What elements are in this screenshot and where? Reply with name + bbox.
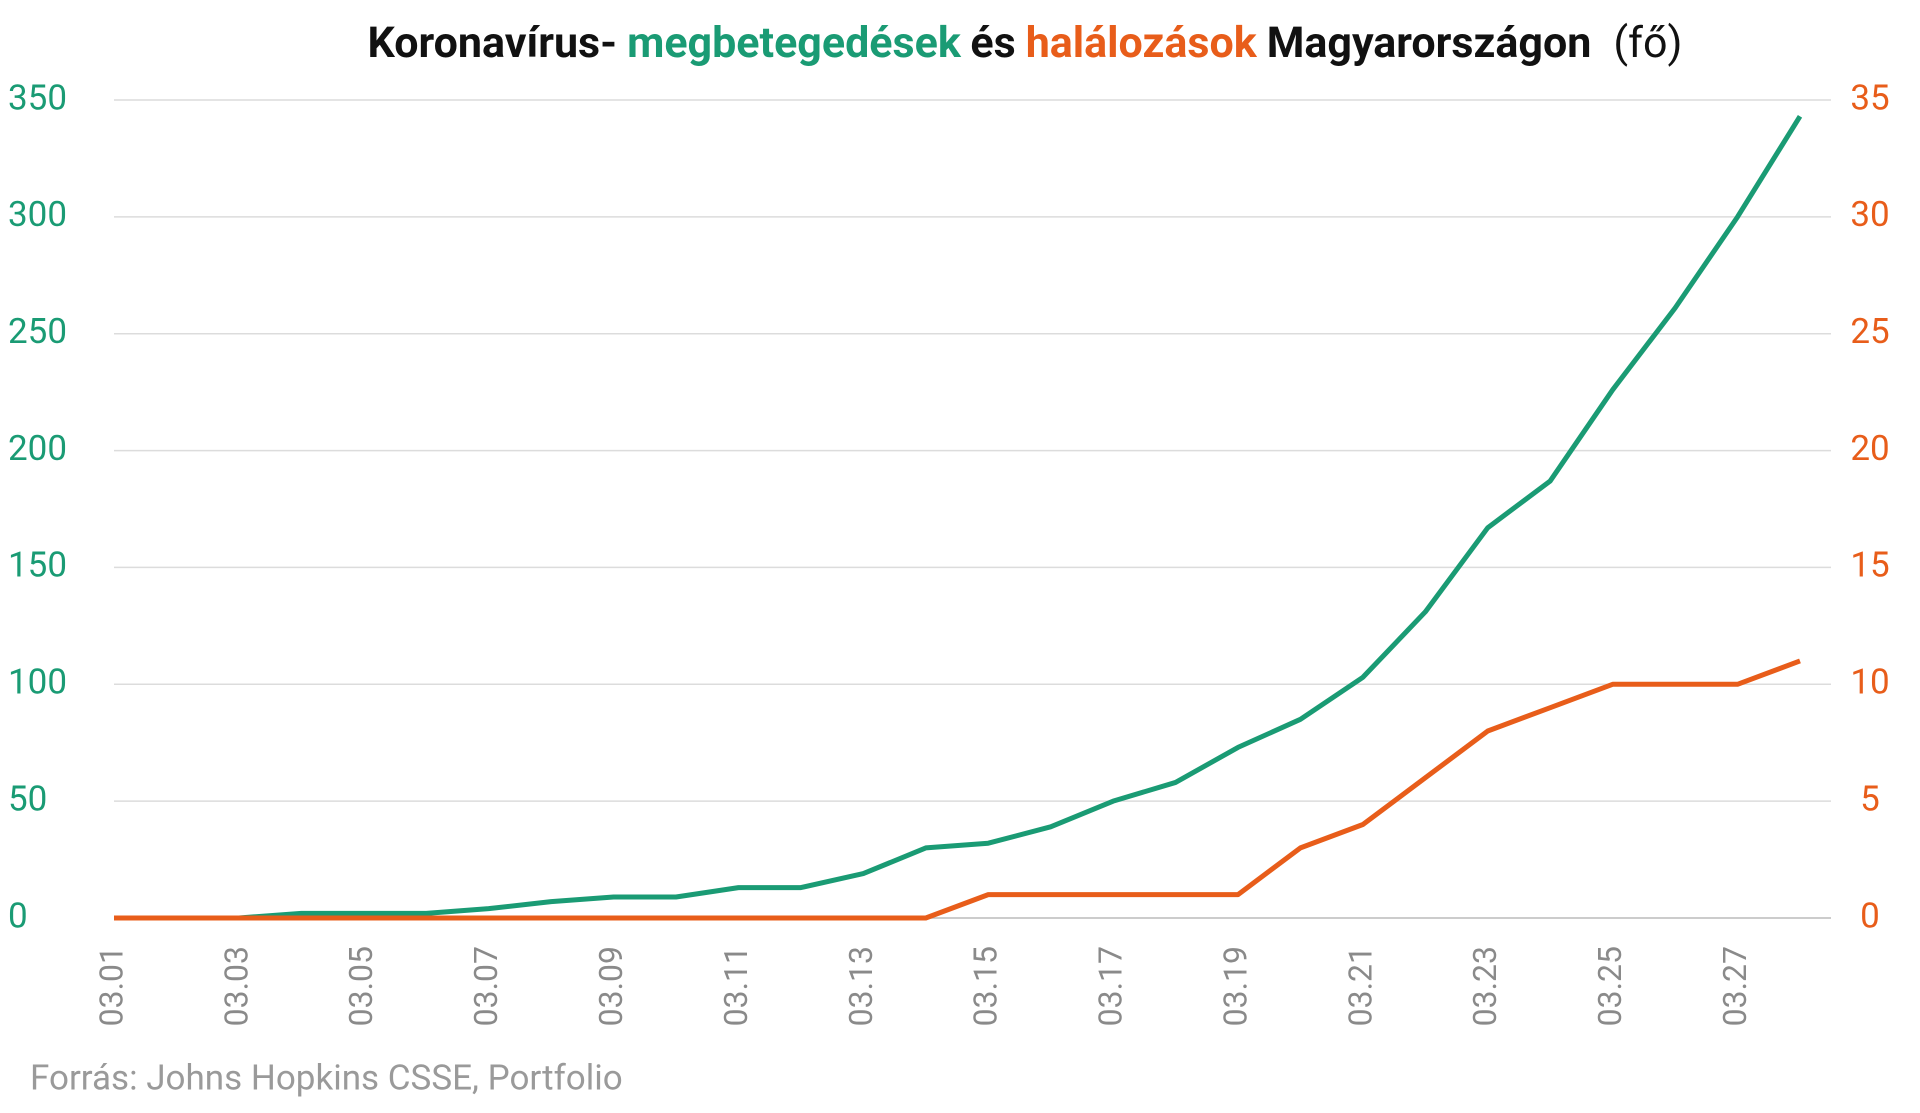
y-tick-label: 100 [8, 662, 67, 703]
x-tick-label: 03.05 [342, 946, 380, 1026]
y-tick-label: 50 [8, 778, 47, 819]
y2-tick-label: 20 [1850, 428, 1889, 469]
y2-tick-label: 0 [1860, 895, 1880, 936]
y-tick-label: 250 [8, 311, 67, 352]
y-tick-label: 0 [8, 895, 28, 936]
line [114, 115, 1803, 921]
x-tick-label: 03.15 [967, 946, 1005, 1026]
y2-tick-label: 25 [1850, 311, 1889, 352]
title-part: megbetegedések [627, 18, 962, 68]
title-part: Koronavírus- [367, 18, 617, 68]
x-tick-label: 03.13 [842, 946, 880, 1026]
x-tick-label: 03.11 [717, 946, 755, 1026]
x-tick-label: 03.25 [1591, 946, 1629, 1026]
x-tick-label: 03.07 [467, 946, 505, 1026]
source: Forrás: Johns Hopkins CSSE, Portfolio [30, 1057, 623, 1098]
y-tick-label: 300 [8, 194, 67, 235]
y2-tick-label: 10 [1850, 662, 1889, 703]
x-tick-label: 03.17 [1092, 946, 1130, 1026]
y2-tick-label: 35 [1850, 77, 1889, 118]
x-tick-label: 03.01 [92, 946, 130, 1026]
y-tick-label: 150 [8, 545, 67, 586]
x-tick-label: 03.23 [1466, 946, 1504, 1026]
x-tick-label: 03.09 [592, 946, 630, 1026]
x-tick-label: 03.21 [1341, 946, 1379, 1026]
y2-tick-label: 5 [1860, 778, 1880, 819]
line [114, 658, 1801, 921]
title-part: (fő) [1613, 18, 1682, 68]
y2-tick-label: 30 [1850, 194, 1889, 235]
title-part: halálozások [1026, 18, 1258, 68]
x-tick-label: 03.19 [1216, 946, 1254, 1026]
y2-tick-label: 15 [1850, 545, 1889, 586]
title-part: és [970, 18, 1015, 68]
y-tick-label: 200 [8, 428, 67, 469]
y-tick-label: 350 [8, 77, 67, 118]
title-part: Magyarországon [1267, 18, 1592, 68]
x-tick-label: 03.03 [217, 946, 255, 1026]
chart-title: Koronavírus-megbetegedések és halálozások M… [367, 18, 1682, 68]
x-tick-label: 03.27 [1716, 946, 1754, 1026]
